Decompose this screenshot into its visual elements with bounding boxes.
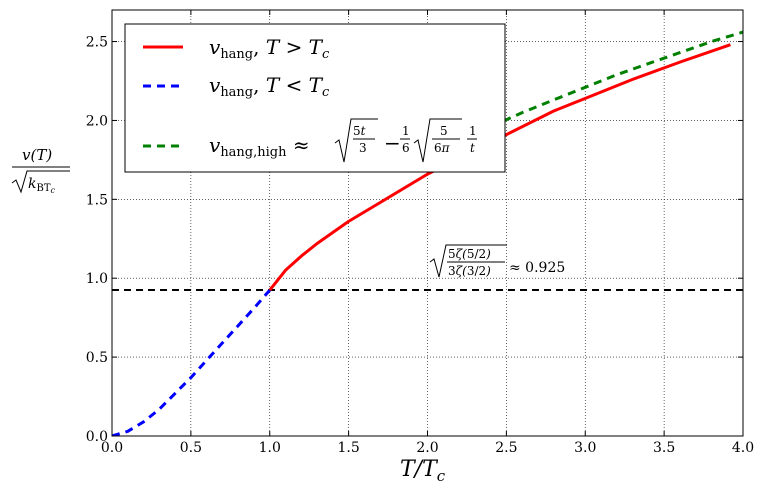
legend-item-red: vhang, T > Tc: [143, 35, 330, 62]
x-tick-label: 0.5: [180, 440, 202, 456]
svg-text:kBTc: kBTc: [28, 176, 56, 195]
svg-text:−: −: [384, 131, 401, 155]
x-tick-label: 2.5: [495, 440, 517, 456]
x-tick-label: 3.0: [574, 440, 596, 456]
svg-text:6π: 6π: [434, 141, 451, 155]
svg-text:5ζ(5/2): 5ζ(5/2): [448, 247, 491, 261]
x-tick-label: 4.0: [732, 440, 754, 456]
legend-item-green: vhang,high ≈ 5t 3 − 1 6 5 6π 1 t: [143, 118, 477, 163]
reference-annotation: 5ζ(5/2) 3ζ(3/2) ≈ 0.925: [429, 244, 565, 278]
y-tick-label: 2.0: [86, 113, 108, 129]
x-axis-ticks: 0.0 0.5 1.0 1.5 2.0 2.5 3.0 3.5 4.0: [101, 10, 754, 456]
svg-text:1: 1: [469, 124, 477, 138]
x-tick-label: 0.0: [101, 440, 123, 456]
svg-text:3ζ(3/2): 3ζ(3/2): [448, 264, 491, 278]
y-tick-label: 1.0: [86, 271, 108, 287]
legend-item-blue: vhang, T < Tc: [143, 73, 330, 100]
y-tick-label: 1.5: [86, 192, 108, 208]
y-axis-ticks: 0.0 0.5 1.0 1.5 2.0 2.5: [86, 35, 743, 445]
x-tick-label: 2.0: [416, 440, 438, 456]
svg-text:vhang, T > Tc: vhang, T > Tc: [209, 35, 330, 62]
svg-text:vhang,high ≈: vhang,high ≈: [209, 133, 310, 160]
x-axis-label: T/Tc: [400, 457, 446, 483]
svg-text:1: 1: [402, 124, 410, 138]
y-axis-label: v(T) kBTc: [11, 146, 70, 195]
y-tick-label: 0.5: [86, 350, 108, 366]
y-tick-label: 0.0: [86, 429, 108, 445]
legend: vhang, T > Tc vhang, T < Tc vhang,high ≈…: [124, 23, 506, 173]
svg-text:6: 6: [402, 141, 410, 155]
series-line-2: [489, 30, 743, 129]
reference-value-label: ≈ 0.925: [509, 260, 565, 276]
x-tick-label: 1.5: [337, 440, 359, 456]
svg-text:3: 3: [359, 141, 367, 155]
legend-box: [124, 23, 506, 173]
svg-text:v(T): v(T): [22, 146, 52, 164]
svg-text:vhang, T < Tc: vhang, T < Tc: [209, 73, 330, 100]
y-tick-label: 2.5: [86, 35, 108, 51]
svg-text:t: t: [470, 141, 475, 155]
x-tick-label: 1.0: [259, 440, 281, 456]
x-tick-label: 3.5: [653, 440, 675, 456]
series-line-1: [112, 289, 271, 436]
svg-text:5: 5: [440, 124, 448, 138]
svg-text:5t: 5t: [353, 124, 366, 138]
